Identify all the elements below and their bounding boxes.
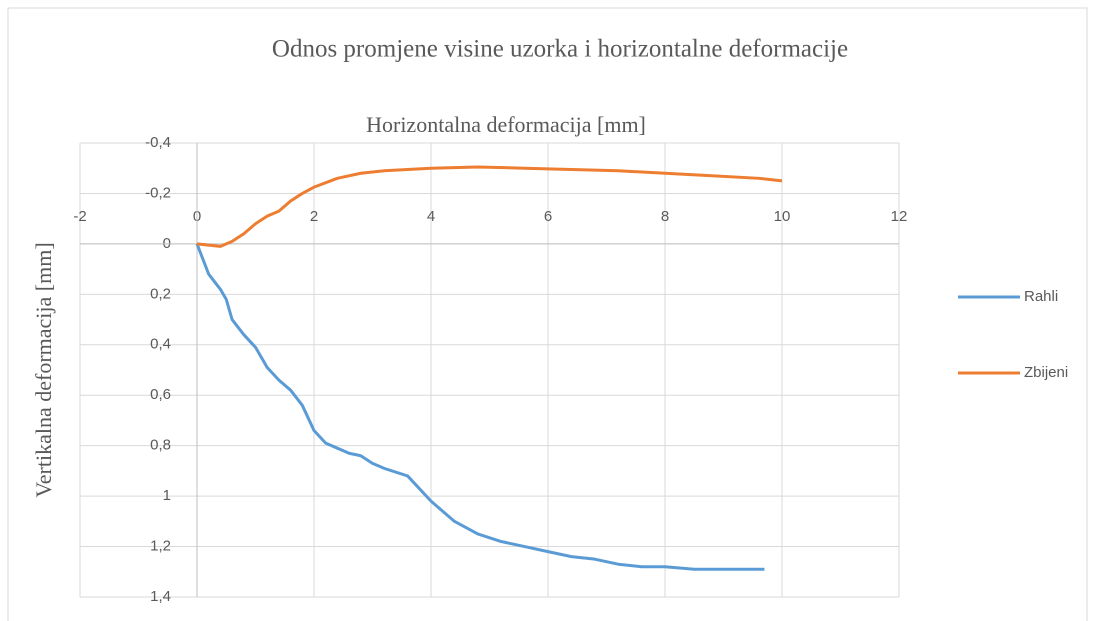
- x-tick-label: 10: [774, 208, 791, 225]
- y-tick-label: 1: [163, 487, 171, 504]
- y-tick-label: -0,4: [145, 134, 171, 151]
- y-tick-label: 0,8: [150, 437, 171, 454]
- y-tick-label: 0: [163, 235, 171, 252]
- x-tick-label: -2: [73, 208, 86, 225]
- series-line: [196, 165, 783, 248]
- y-tick-label: 1,4: [150, 588, 171, 605]
- y-tick-label: 0,2: [150, 285, 171, 302]
- y-axis-title: Vertikalna deformacija [mm]: [31, 242, 56, 497]
- x-tick-label: 8: [661, 208, 669, 225]
- y-tick-label: 1,2: [150, 538, 171, 555]
- chart-title: Odnos promjene visine uzorka i horizonta…: [272, 36, 848, 63]
- y-tick-label: -0,2: [145, 184, 171, 201]
- x-tick-label: 6: [544, 208, 552, 225]
- y-tick-label: 0,6: [150, 386, 171, 403]
- x-tick-label: 4: [427, 208, 435, 225]
- legend-label: Rahli: [1024, 288, 1058, 305]
- x-axis-title: Horizontalna deformacija [mm]: [366, 112, 646, 137]
- legend-label: Zbijeni: [1024, 364, 1068, 381]
- y-tick-label: 0,4: [150, 336, 171, 353]
- series-line: [195, 243, 765, 571]
- x-tick-label: 12: [891, 208, 908, 225]
- x-tick-label: 2: [310, 208, 318, 225]
